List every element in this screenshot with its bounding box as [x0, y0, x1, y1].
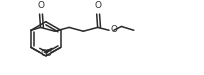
Text: O: O	[44, 49, 51, 58]
Text: O: O	[110, 25, 117, 34]
Text: O: O	[94, 1, 101, 10]
Text: O: O	[41, 49, 48, 58]
Text: O: O	[37, 1, 44, 10]
